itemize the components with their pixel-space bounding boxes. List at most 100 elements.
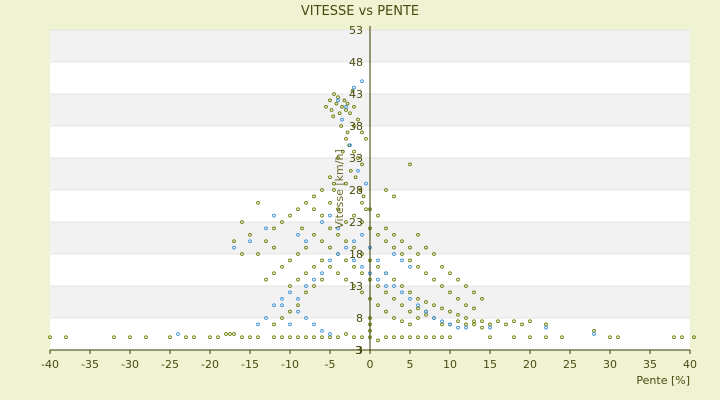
data-point [488, 335, 492, 340]
x-tick-label: 0 [367, 358, 374, 371]
data-point [296, 296, 300, 301]
x-tick-label: -15 [241, 358, 259, 371]
data-point [288, 309, 292, 314]
data-point [192, 335, 196, 340]
data-point [472, 306, 476, 311]
y-tick-label: 43 [349, 88, 363, 101]
x-tick-label: -40 [41, 358, 59, 371]
data-point [408, 309, 412, 314]
data-point [360, 335, 364, 340]
data-point [345, 130, 350, 135]
data-point [504, 322, 508, 327]
data-point [312, 322, 316, 327]
data-point [352, 284, 356, 288]
data-point [337, 111, 342, 116]
data-point [440, 264, 444, 269]
y-tick-label: 38 [349, 120, 363, 133]
data-point [334, 101, 339, 106]
data-point [432, 316, 436, 320]
x-tick-label: -30 [121, 358, 139, 371]
data-point [336, 226, 340, 231]
data-point [312, 284, 316, 288]
x-axis-label: Pente [%] [636, 374, 690, 387]
data-point [464, 325, 468, 330]
data-point [416, 264, 420, 269]
data-point [376, 213, 380, 218]
data-point [208, 335, 212, 340]
data-point [408, 296, 412, 301]
data-point [176, 332, 180, 336]
data-point [232, 332, 236, 336]
data-point [328, 213, 332, 218]
data-point [384, 335, 388, 340]
data-point [456, 312, 460, 317]
data-point [432, 252, 436, 256]
data-point [448, 335, 452, 340]
data-point [264, 316, 268, 320]
data-point [288, 284, 292, 288]
data-point [432, 335, 436, 340]
data-point [339, 124, 344, 128]
data-point [400, 284, 404, 288]
data-point [328, 200, 332, 205]
data-point [472, 290, 476, 295]
y-tick-label: 53 [349, 24, 363, 37]
y-tick-label: 33 [349, 152, 363, 165]
data-point [272, 213, 276, 218]
data-point [328, 245, 332, 250]
data-point [424, 245, 428, 250]
data-point [608, 335, 612, 340]
data-point [296, 303, 300, 308]
data-point [320, 220, 324, 224]
data-point [360, 271, 364, 276]
x-tick-label: 35 [643, 358, 657, 371]
data-point [280, 303, 284, 308]
data-point [272, 303, 276, 308]
data-point [400, 239, 404, 244]
data-point [496, 319, 500, 324]
data-point [304, 271, 308, 276]
data-point [361, 194, 366, 199]
data-point [256, 335, 260, 340]
x-tick-label: 5 [407, 358, 414, 371]
data-point [448, 322, 452, 327]
data-point [296, 277, 300, 282]
data-point [332, 188, 336, 192]
data-point [392, 232, 396, 237]
data-point [320, 239, 324, 244]
data-point [384, 226, 388, 231]
data-point [328, 258, 332, 263]
data-point [112, 335, 116, 340]
data-point [348, 168, 353, 173]
data-point [356, 156, 360, 160]
data-point [340, 117, 344, 122]
data-point [224, 332, 228, 336]
data-point [324, 104, 328, 109]
data-point [272, 335, 276, 340]
data-point [304, 316, 308, 320]
y-tick-label: 13 [349, 280, 363, 293]
data-point [416, 303, 420, 308]
data-point [408, 258, 412, 263]
axes [49, 26, 691, 354]
data-point [336, 156, 340, 160]
data-point [356, 168, 360, 173]
data-point [544, 325, 548, 330]
data-point [448, 290, 452, 295]
data-point [336, 335, 340, 340]
data-point [352, 245, 356, 250]
y-axis-label: Vitesse [km/h] [333, 149, 346, 229]
data-point [320, 213, 324, 218]
data-point [528, 335, 532, 340]
data-point [264, 226, 268, 231]
data-point [264, 239, 268, 244]
data-point [456, 296, 460, 301]
data-point [512, 335, 516, 340]
data-point [256, 252, 260, 256]
data-point [312, 335, 316, 340]
data-point [392, 316, 396, 320]
data-point [408, 335, 412, 340]
data-point [342, 98, 347, 103]
data-point [312, 207, 316, 212]
